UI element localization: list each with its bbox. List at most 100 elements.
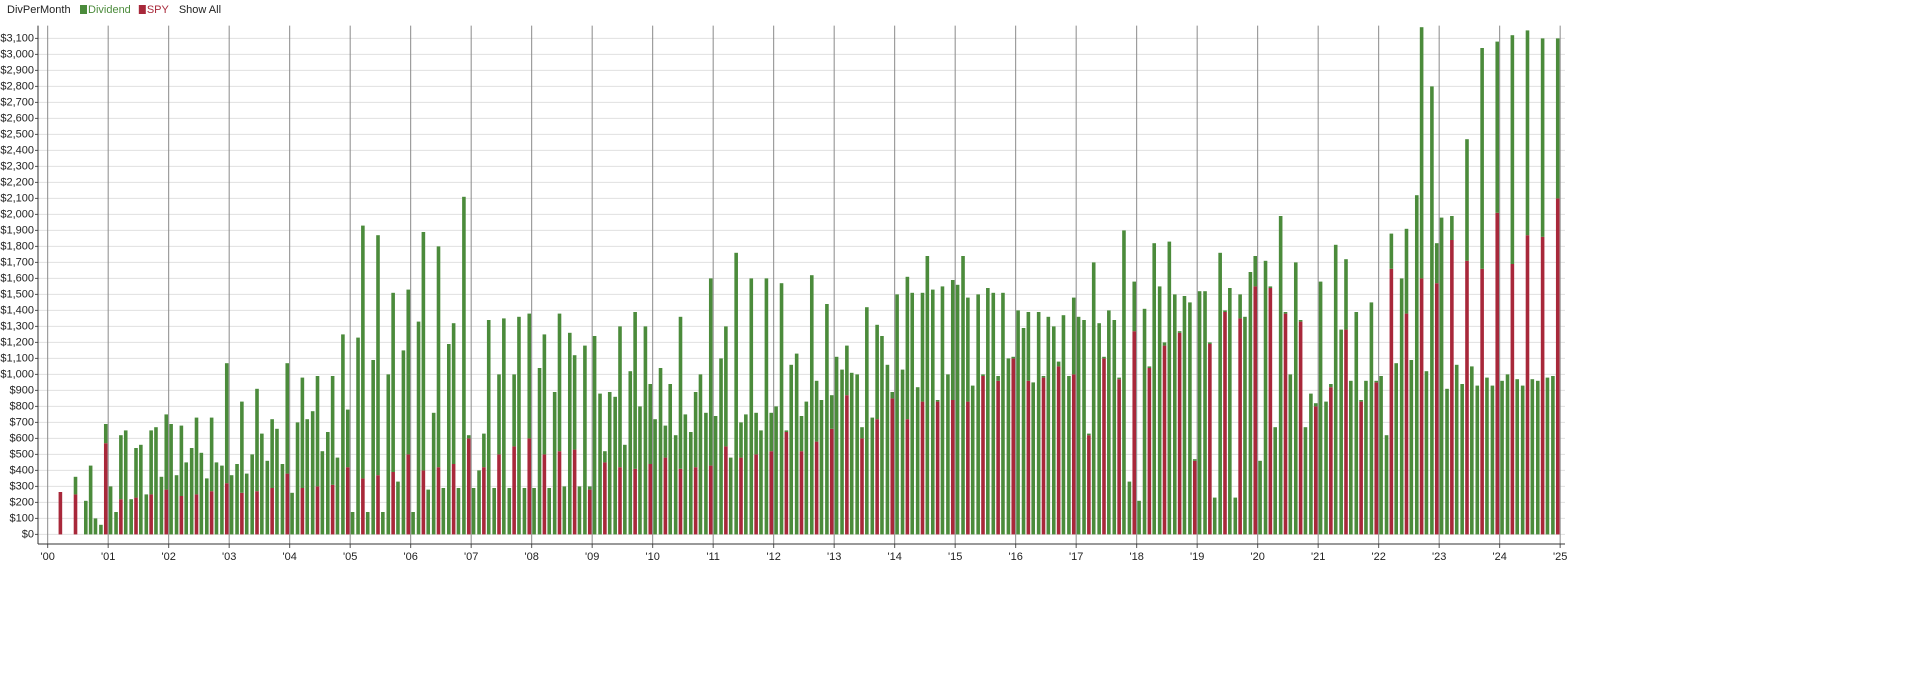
bar-segment [376, 235, 380, 476]
y-tick-label: $2,100 [0, 192, 34, 204]
bar-segment [1545, 377, 1550, 535]
bar-segment [1445, 388, 1449, 535]
bar-segment [814, 380, 819, 442]
bar-segment [1500, 380, 1504, 535]
x-tick-label: '06 [404, 551, 418, 563]
bar-segment [673, 435, 678, 535]
bar-segment [900, 369, 905, 535]
bar-segment [1132, 281, 1137, 332]
bar-segment [1071, 297, 1076, 375]
bar-segment [1414, 195, 1419, 535]
bar-segment [1248, 272, 1253, 535]
bar-segment [865, 307, 869, 535]
bar-segment [678, 468, 683, 535]
bar-segment [819, 400, 824, 535]
y-tick-label: $1,000 [0, 368, 34, 380]
x-tick-label: '17 [1069, 551, 1083, 563]
bar-segment [325, 432, 330, 535]
bar-segment [270, 419, 274, 488]
bar-segment [1006, 358, 1011, 535]
bar-segment [1197, 291, 1202, 535]
bar-segment [477, 470, 481, 535]
bar-segment [986, 288, 990, 535]
x-tick-label: '11 [706, 551, 720, 563]
bar-segment [315, 376, 320, 487]
bar-segment [1329, 384, 1333, 388]
bar-segment [1465, 260, 1469, 535]
bar-segment [114, 512, 118, 535]
bar-segment [1142, 308, 1147, 535]
bar-segment [970, 385, 975, 535]
bar-segment [1051, 326, 1056, 535]
legend: Dividend SPY [80, 4, 169, 16]
bar-segment [1465, 139, 1469, 261]
bar-segment [1490, 385, 1495, 535]
bar-segment [73, 494, 78, 535]
bar-segment [1540, 236, 1545, 535]
bar-segment [759, 430, 763, 535]
bar-segment [1329, 387, 1333, 535]
show-all-button[interactable]: Show All [179, 4, 221, 16]
y-tick-label: $300 [10, 480, 34, 492]
bar-segment [885, 364, 890, 535]
bar-segment [1041, 376, 1046, 378]
bar-segment [638, 406, 642, 535]
bar-segment [99, 524, 103, 535]
bar-segment [749, 278, 754, 535]
bar-segment [1203, 291, 1207, 535]
bar-segment [1349, 380, 1353, 535]
bar-segment [603, 462, 607, 535]
bar-segment [845, 395, 849, 535]
bar-segment [1495, 41, 1500, 213]
bar-segment [1067, 376, 1071, 535]
bar-segment [1208, 344, 1212, 535]
bar-segment [930, 289, 935, 535]
bar-segment [1303, 427, 1308, 535]
y-tick-label: $2,000 [0, 208, 34, 220]
bar-segment [275, 428, 279, 535]
bar-segment [512, 446, 516, 535]
bar-segment [678, 316, 683, 469]
bar-segment [285, 363, 290, 474]
bar-segment [492, 488, 496, 535]
bar-segment [1389, 233, 1394, 269]
bar-segment [179, 425, 184, 496]
y-tick-label: $2,500 [0, 128, 34, 140]
bar-segment [935, 401, 940, 535]
bar-segment [955, 284, 960, 535]
bar-segment [607, 392, 612, 535]
bar-segment [194, 417, 199, 495]
bar-segment [315, 486, 320, 535]
bar-segment [350, 512, 355, 535]
bar-segment [1555, 198, 1560, 535]
bar-segment [557, 313, 562, 452]
bar-segment [719, 358, 723, 535]
bar-segment [744, 414, 748, 535]
bar-segment [265, 460, 270, 535]
bar-segment [522, 488, 527, 535]
bar-segment [1273, 427, 1278, 535]
bar-segment [920, 292, 925, 402]
bar-segment [83, 500, 88, 535]
x-tick-label: '15 [948, 551, 962, 563]
x-tick-label: '13 [827, 551, 841, 563]
bar-segment [925, 256, 930, 535]
bar-segment [1354, 312, 1359, 535]
y-tick-label: $1,700 [0, 256, 34, 268]
bar-segment [1258, 460, 1262, 535]
bar-segment [552, 392, 557, 535]
bar-segment [981, 374, 985, 376]
x-tick-label: '10 [646, 551, 660, 563]
bar-segment [220, 465, 224, 535]
bar-segment [1515, 379, 1520, 535]
x-tick-label: '04 [283, 551, 297, 563]
bar-segment [1374, 380, 1379, 383]
x-tick-label: '07 [464, 551, 478, 563]
bar-segment [1243, 316, 1247, 535]
bar-segment [1102, 356, 1106, 359]
bar-segment [486, 320, 491, 535]
bar-segment [1223, 312, 1227, 535]
bar-segment [1117, 377, 1121, 380]
bar-segment [754, 454, 758, 535]
bar-segment [1147, 366, 1152, 368]
